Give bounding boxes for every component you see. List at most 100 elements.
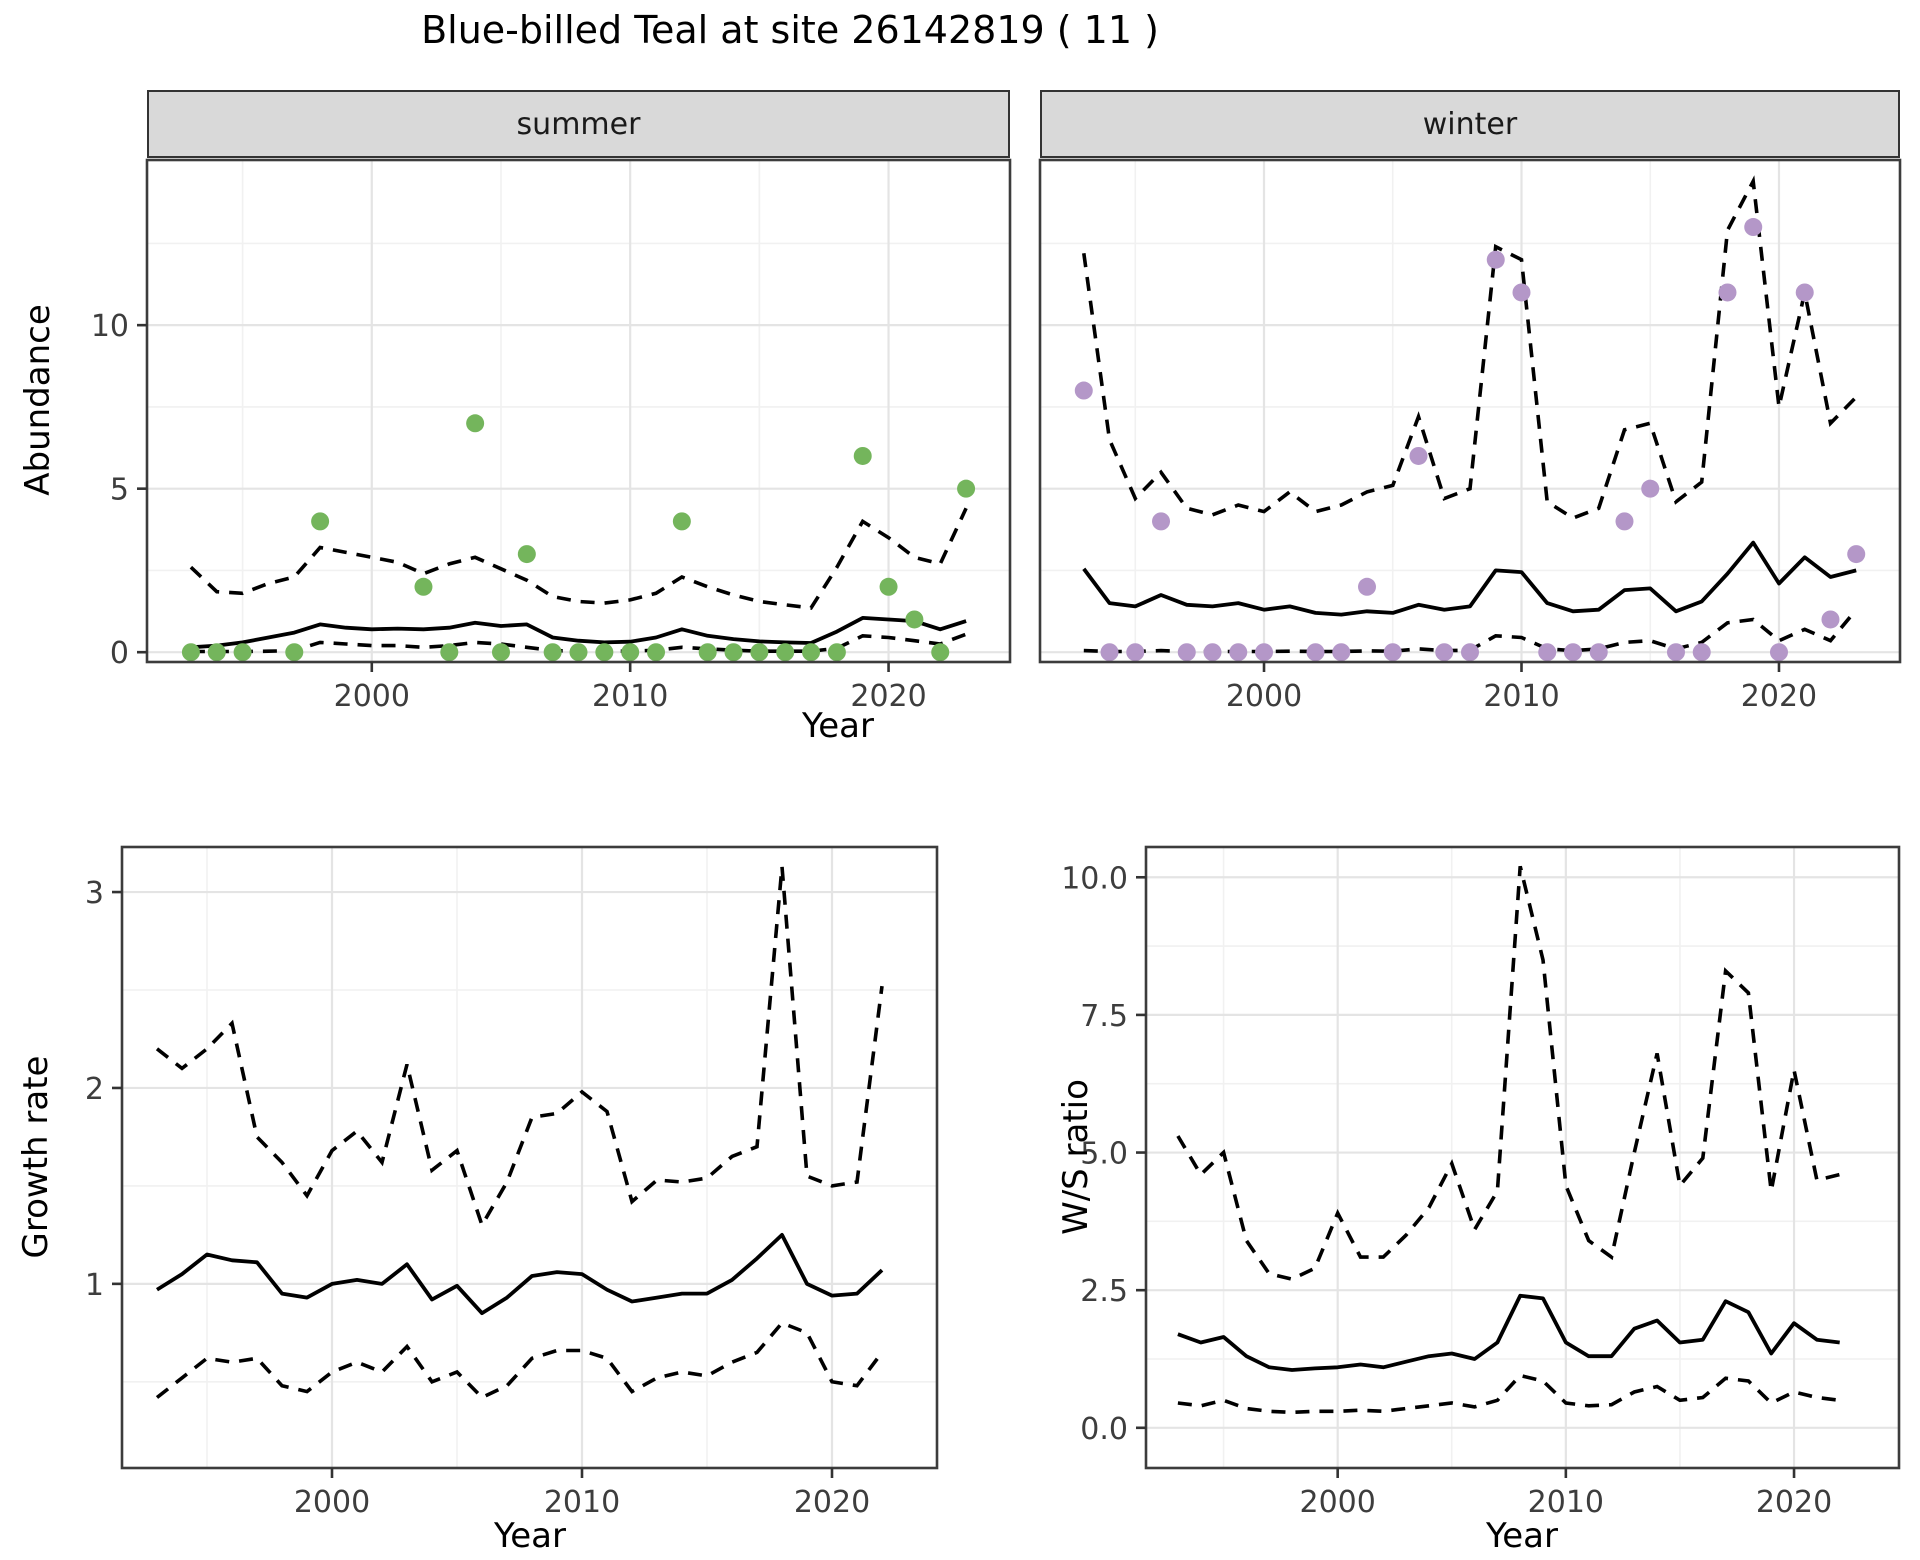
panel-background — [1146, 847, 1899, 1468]
y-tick-label: 1 — [85, 1268, 104, 1303]
x-axis-title-top: Year — [802, 706, 874, 746]
data-point — [440, 643, 459, 662]
panel-border — [1038, 158, 1902, 664]
lower-ci-line — [1177, 1373, 1840, 1415]
y-tick-label: 10.0 — [1061, 861, 1128, 896]
x-axis-title-ws-ratio: Year — [1486, 1516, 1558, 1556]
y-axis-title-ws-ratio: W/S ratio — [1056, 1079, 1096, 1235]
y-tick-label: 2.5 — [1080, 1274, 1128, 1309]
panel-abundance-winter: 2000 2010 2020 — [1038, 158, 1902, 714]
x-tick-label: 2020 — [850, 679, 926, 714]
data-point — [853, 446, 872, 465]
data-point — [311, 512, 330, 531]
data-point — [491, 643, 510, 662]
data-point — [1769, 643, 1788, 662]
data-point — [569, 643, 588, 662]
x-tick-label: 2010 — [592, 679, 668, 714]
data-point — [1100, 643, 1119, 662]
panel-border — [1144, 845, 1901, 1470]
facet-strip-summer: summer — [147, 90, 1010, 158]
panel-background — [122, 847, 937, 1468]
data-point — [802, 643, 821, 662]
data-point — [414, 577, 433, 596]
y-tick-label: 10 — [91, 309, 129, 344]
x-tick-label: 2000 — [334, 679, 410, 714]
x-axis-title-growth-rate: Year — [494, 1516, 566, 1556]
figure-title: Blue-billed Teal at site 26142819 ( 11 ) — [421, 8, 1159, 52]
y-axis-title-growth-rate: Growth rate — [16, 1055, 56, 1259]
data-point — [1152, 512, 1171, 531]
x-tick-label: 2010 — [1528, 1485, 1604, 1520]
data-point — [1666, 643, 1685, 662]
data-point — [1718, 283, 1737, 302]
data-point — [466, 414, 485, 433]
y-tick-label: 3 — [85, 876, 104, 911]
upper-ci-line — [1176, 865, 1841, 1282]
x-tick-label: 2010 — [1483, 679, 1559, 714]
data-point — [233, 643, 252, 662]
data-point — [724, 643, 743, 662]
data-point — [207, 643, 226, 662]
data-point — [957, 479, 976, 498]
mean-line — [1177, 1293, 1840, 1372]
facet-strip-winter-label: winter — [1422, 106, 1518, 142]
data-point — [1795, 283, 1814, 302]
upper-ci-line — [155, 866, 884, 1230]
data-point — [827, 643, 846, 662]
y-tick-label: 0 — [110, 636, 129, 671]
x-tick-label: 2000 — [1226, 679, 1302, 714]
data-point — [1074, 381, 1093, 400]
data-point — [1332, 643, 1351, 662]
data-point — [595, 643, 614, 662]
mean-line — [155, 1233, 884, 1316]
y-tick-label: 5 — [110, 473, 129, 508]
data-point — [1126, 643, 1145, 662]
data-point — [181, 643, 200, 662]
data-point — [776, 643, 795, 662]
data-point — [1255, 643, 1274, 662]
data-point — [750, 643, 769, 662]
data-point — [647, 643, 666, 662]
data-point — [905, 610, 924, 629]
data-point — [1821, 610, 1840, 629]
data-point — [1383, 643, 1402, 662]
data-point — [1358, 577, 1377, 596]
data-point — [931, 643, 950, 662]
lower-ci-line — [155, 1320, 884, 1400]
x-tick-label: 2000 — [1299, 1485, 1375, 1520]
data-point — [1461, 643, 1479, 662]
upper-ci-line — [1082, 175, 1858, 521]
panel-growth-rate: 2000 2010 2020 1 2 3 — [85, 845, 939, 1520]
panel-border — [120, 845, 939, 1470]
y-tick-label: 5.0 — [1080, 1137, 1128, 1172]
data-point — [1589, 643, 1608, 662]
data-point — [1409, 446, 1428, 465]
data-point — [1847, 545, 1866, 564]
panel-background — [1040, 160, 1900, 662]
panel-ws-ratio: 2000 2010 2020 0.0 2.5 5.0 7.5 10.0 — [1061, 845, 1901, 1520]
upper-ci-line — [189, 507, 968, 610]
data-point — [1641, 479, 1660, 498]
data-point — [517, 545, 536, 564]
data-point — [1486, 250, 1505, 269]
data-point — [1229, 643, 1248, 662]
data-point — [698, 643, 717, 662]
mean-line — [190, 616, 967, 650]
data-point — [879, 577, 898, 596]
data-point — [621, 643, 640, 662]
data-point — [672, 512, 691, 531]
facet-strip-summer-label: summer — [516, 106, 641, 142]
data-point — [1177, 643, 1196, 662]
data-point — [1435, 643, 1454, 662]
y-tick-label: 7.5 — [1080, 999, 1128, 1034]
data-point — [1512, 283, 1531, 302]
x-tick-label: 2020 — [794, 1485, 870, 1520]
data-point — [1203, 643, 1222, 662]
data-point — [1615, 512, 1634, 531]
y-tick-label: 0.0 — [1080, 1412, 1128, 1447]
mean-line — [1082, 540, 1857, 617]
data-point — [543, 643, 562, 662]
data-point — [285, 643, 304, 662]
